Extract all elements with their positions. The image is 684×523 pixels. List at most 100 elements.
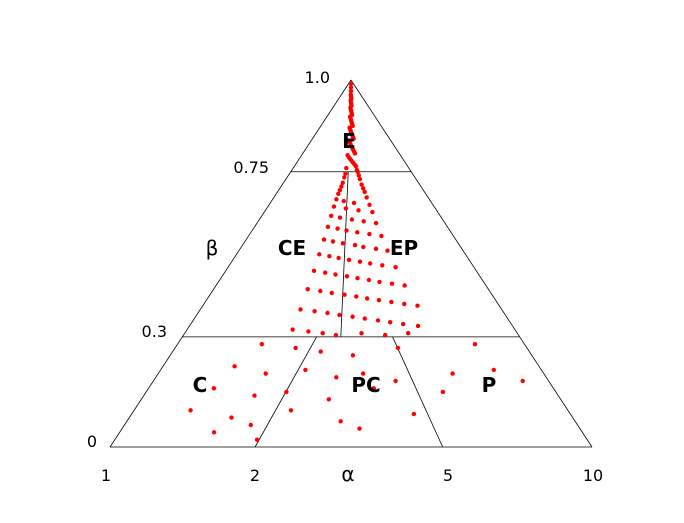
y-tick-label-0: 0 [87, 432, 97, 451]
scatter-point [393, 378, 398, 384]
scatter-point [325, 224, 331, 229]
scatter-point [350, 314, 355, 319]
region-boundaries [109, 79, 593, 448]
scatter-point [362, 189, 367, 195]
scatter-point [355, 230, 360, 235]
scatter-point [288, 408, 294, 413]
scatter-point [342, 292, 347, 297]
x-tick-label-5: 5 [443, 466, 453, 485]
scatter-point [411, 411, 417, 417]
scatter-point [353, 164, 359, 169]
y-tick-label-03: 0.3 [142, 322, 167, 341]
scatter-point [359, 331, 364, 336]
scatter-point [312, 309, 317, 314]
scatter-point [298, 307, 303, 312]
scatter-point [368, 261, 373, 266]
scatter-point [348, 81, 354, 86]
scatter-point [356, 173, 361, 178]
boundary-line-7 [392, 336, 444, 448]
scatter-point [326, 397, 331, 402]
scatter-point [406, 331, 411, 336]
scatter-point [357, 176, 363, 182]
scatter-point [229, 415, 234, 420]
scatter-point [344, 165, 349, 171]
scatter-point [254, 437, 260, 442]
scatter-point [356, 208, 361, 213]
scatter-point [370, 209, 375, 215]
x-tick-label-1: 1 [101, 466, 111, 485]
scatter-point [367, 202, 372, 207]
region-label-pc: PC [351, 373, 380, 397]
scatter-point [334, 197, 339, 202]
scatter-point [340, 241, 346, 246]
scatter-point [305, 287, 310, 292]
scatter-point [344, 274, 350, 279]
scatter-point [343, 206, 349, 211]
x-tick-label-2: 2 [250, 466, 260, 485]
scatter-point [361, 186, 366, 191]
scatter-point [311, 268, 317, 273]
scatter-point [367, 231, 372, 237]
scatter-point [491, 367, 496, 373]
scatter-point [401, 321, 406, 327]
scatter-point [303, 367, 308, 373]
scatter-point [350, 353, 356, 358]
y-tick-label-1: 1.0 [305, 68, 330, 87]
scatter-point [389, 299, 394, 305]
scatter-point [259, 342, 264, 347]
scatter-point [334, 375, 339, 380]
scatter-point [339, 184, 344, 189]
scatter-point [284, 389, 289, 395]
scatter-point [341, 198, 346, 204]
scatter-point [323, 270, 328, 275]
scatter-point [520, 378, 525, 384]
scatter-point [393, 265, 398, 270]
scatter-point [355, 276, 360, 281]
scatter-point [355, 169, 360, 174]
scatter-point [380, 263, 385, 268]
region-label-ce: CE [278, 236, 306, 260]
scatter-point [361, 219, 366, 224]
scatter-point [290, 327, 295, 332]
scatter-point [450, 371, 455, 376]
y-axis-label: β [206, 236, 219, 260]
scatter-point [352, 242, 358, 248]
scatter-points [188, 81, 525, 442]
scatter-point [395, 345, 401, 351]
scatter-point [352, 151, 358, 156]
scatter-point [330, 239, 336, 244]
scatter-point [338, 419, 343, 424]
scatter-point [329, 290, 334, 296]
scatter-point [331, 204, 337, 209]
scatter-point [383, 332, 388, 338]
scatter-point [336, 255, 341, 261]
scatter-point [348, 88, 354, 94]
scatter-point [385, 248, 390, 253]
scatter-point [379, 233, 384, 239]
scatter-point [362, 316, 367, 321]
scatter-point [340, 180, 345, 185]
scatter-point [359, 182, 364, 187]
scatter-point [211, 430, 217, 435]
scatter-point [373, 246, 379, 251]
region-label-e: E [342, 129, 356, 153]
scatter-point [354, 294, 359, 299]
scatter-point [364, 195, 369, 200]
scatter-point [376, 298, 382, 303]
scatter-point [351, 200, 357, 206]
scatter-point [373, 220, 379, 226]
scatter-point [337, 312, 342, 318]
scatter-point [346, 257, 352, 262]
scatter-point [343, 171, 348, 176]
scatter-point [415, 303, 420, 308]
y-tick-label-075: 0.75 [233, 158, 269, 177]
scatter-point [306, 329, 311, 334]
scatter-point [325, 310, 330, 316]
scatter-point [321, 237, 327, 242]
region-label-ep: EP [390, 236, 418, 260]
scatter-point [327, 254, 332, 259]
scatter-point [472, 342, 478, 347]
scatter-point [415, 323, 421, 329]
scatter-point [366, 277, 372, 283]
